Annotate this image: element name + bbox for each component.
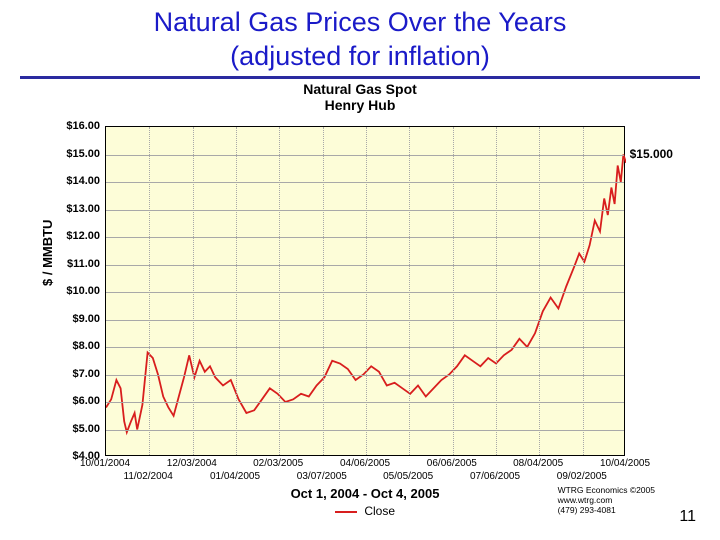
- gridline-h: [106, 292, 624, 293]
- xtick-label: 10/04/2005: [600, 458, 650, 469]
- gridline-h: [106, 237, 624, 238]
- legend-swatch: [335, 511, 357, 513]
- xtick-label: 02/03/2005: [253, 458, 303, 469]
- gridline-v: [409, 127, 410, 455]
- chart-title-1: Natural Gas Spot: [303, 81, 417, 97]
- ytick-label: $7.00: [72, 368, 100, 380]
- plot-wrap: $15.000 Oct 1, 2004 - Oct 4, 2005 WTRG E…: [105, 126, 625, 456]
- ytick-label: $16.00: [66, 120, 100, 132]
- gridline-v: [366, 127, 367, 455]
- ytick-label: $13.00: [66, 203, 100, 215]
- xtick-label: 05/05/2005: [383, 471, 433, 482]
- gridline-h: [106, 155, 624, 156]
- ytick-label: $14.00: [66, 175, 100, 187]
- slide: Natural Gas Prices Over the Years (adjus…: [0, 6, 720, 540]
- ytick-label: $11.00: [67, 258, 100, 270]
- gridline-h: [106, 182, 624, 183]
- y-axis-label: $ / MMBTU: [40, 220, 55, 286]
- xtick-label: 06/06/2005: [427, 458, 477, 469]
- gridline-v: [539, 127, 540, 455]
- xtick-label: 01/04/2005: [210, 471, 260, 482]
- chart-title-2: Henry Hub: [325, 97, 396, 113]
- plot-area: [105, 126, 625, 456]
- gridline-v: [583, 127, 584, 455]
- xtick-label: 04/06/2005: [340, 458, 390, 469]
- xtick-label: 09/02/2005: [557, 471, 607, 482]
- ytick-label: $12.00: [66, 230, 100, 242]
- price-callout: $15.000: [630, 147, 673, 161]
- gridline-v: [323, 127, 324, 455]
- ytick-label: $9.00: [72, 313, 100, 325]
- attribution-line-1: WTRG Economics ©2005: [558, 485, 655, 495]
- gridline-h: [106, 347, 624, 348]
- ytick-label: $15.00: [66, 148, 100, 160]
- gridline-v: [236, 127, 237, 455]
- legend-label: Close: [364, 504, 395, 518]
- xtick-label: 11/02/2004: [124, 471, 173, 482]
- gridline-h: [106, 265, 624, 266]
- gridline-h: [106, 210, 624, 211]
- title-underline: [20, 76, 700, 79]
- title-line-2: (adjusted for inflation): [230, 41, 490, 71]
- x-axis-title: Oct 1, 2004 - Oct 4, 2005: [105, 486, 625, 501]
- ytick-label: $5.00: [72, 423, 100, 435]
- gridline-v: [453, 127, 454, 455]
- gridline-h: [106, 375, 624, 376]
- ytick-label: $6.00: [72, 395, 100, 407]
- xtick-label: 07/06/2005: [470, 471, 520, 482]
- gridline-v: [279, 127, 280, 455]
- chart-title-block: Natural Gas Spot Henry Hub: [0, 81, 720, 113]
- gridline-v: [496, 127, 497, 455]
- gridline-v: [193, 127, 194, 455]
- xtick-label: 08/04/2005: [513, 458, 563, 469]
- gridline-h: [106, 320, 624, 321]
- title-line-1: Natural Gas Prices Over the Years: [154, 7, 567, 37]
- xtick-label: 12/03/2004: [167, 458, 217, 469]
- gridline-h: [106, 430, 624, 431]
- slide-title: Natural Gas Prices Over the Years (adjus…: [0, 6, 720, 74]
- gridline-h: [106, 402, 624, 403]
- ytick-label: $10.00: [66, 285, 100, 297]
- legend: Close: [105, 504, 625, 518]
- xtick-label: 03/07/2005: [297, 471, 347, 482]
- ytick-label: $8.00: [72, 340, 100, 352]
- xtick-label: 10/01/2004: [80, 458, 130, 469]
- gridline-v: [149, 127, 150, 455]
- callout-label: $15.000: [630, 147, 673, 161]
- page-number: 11: [679, 508, 696, 526]
